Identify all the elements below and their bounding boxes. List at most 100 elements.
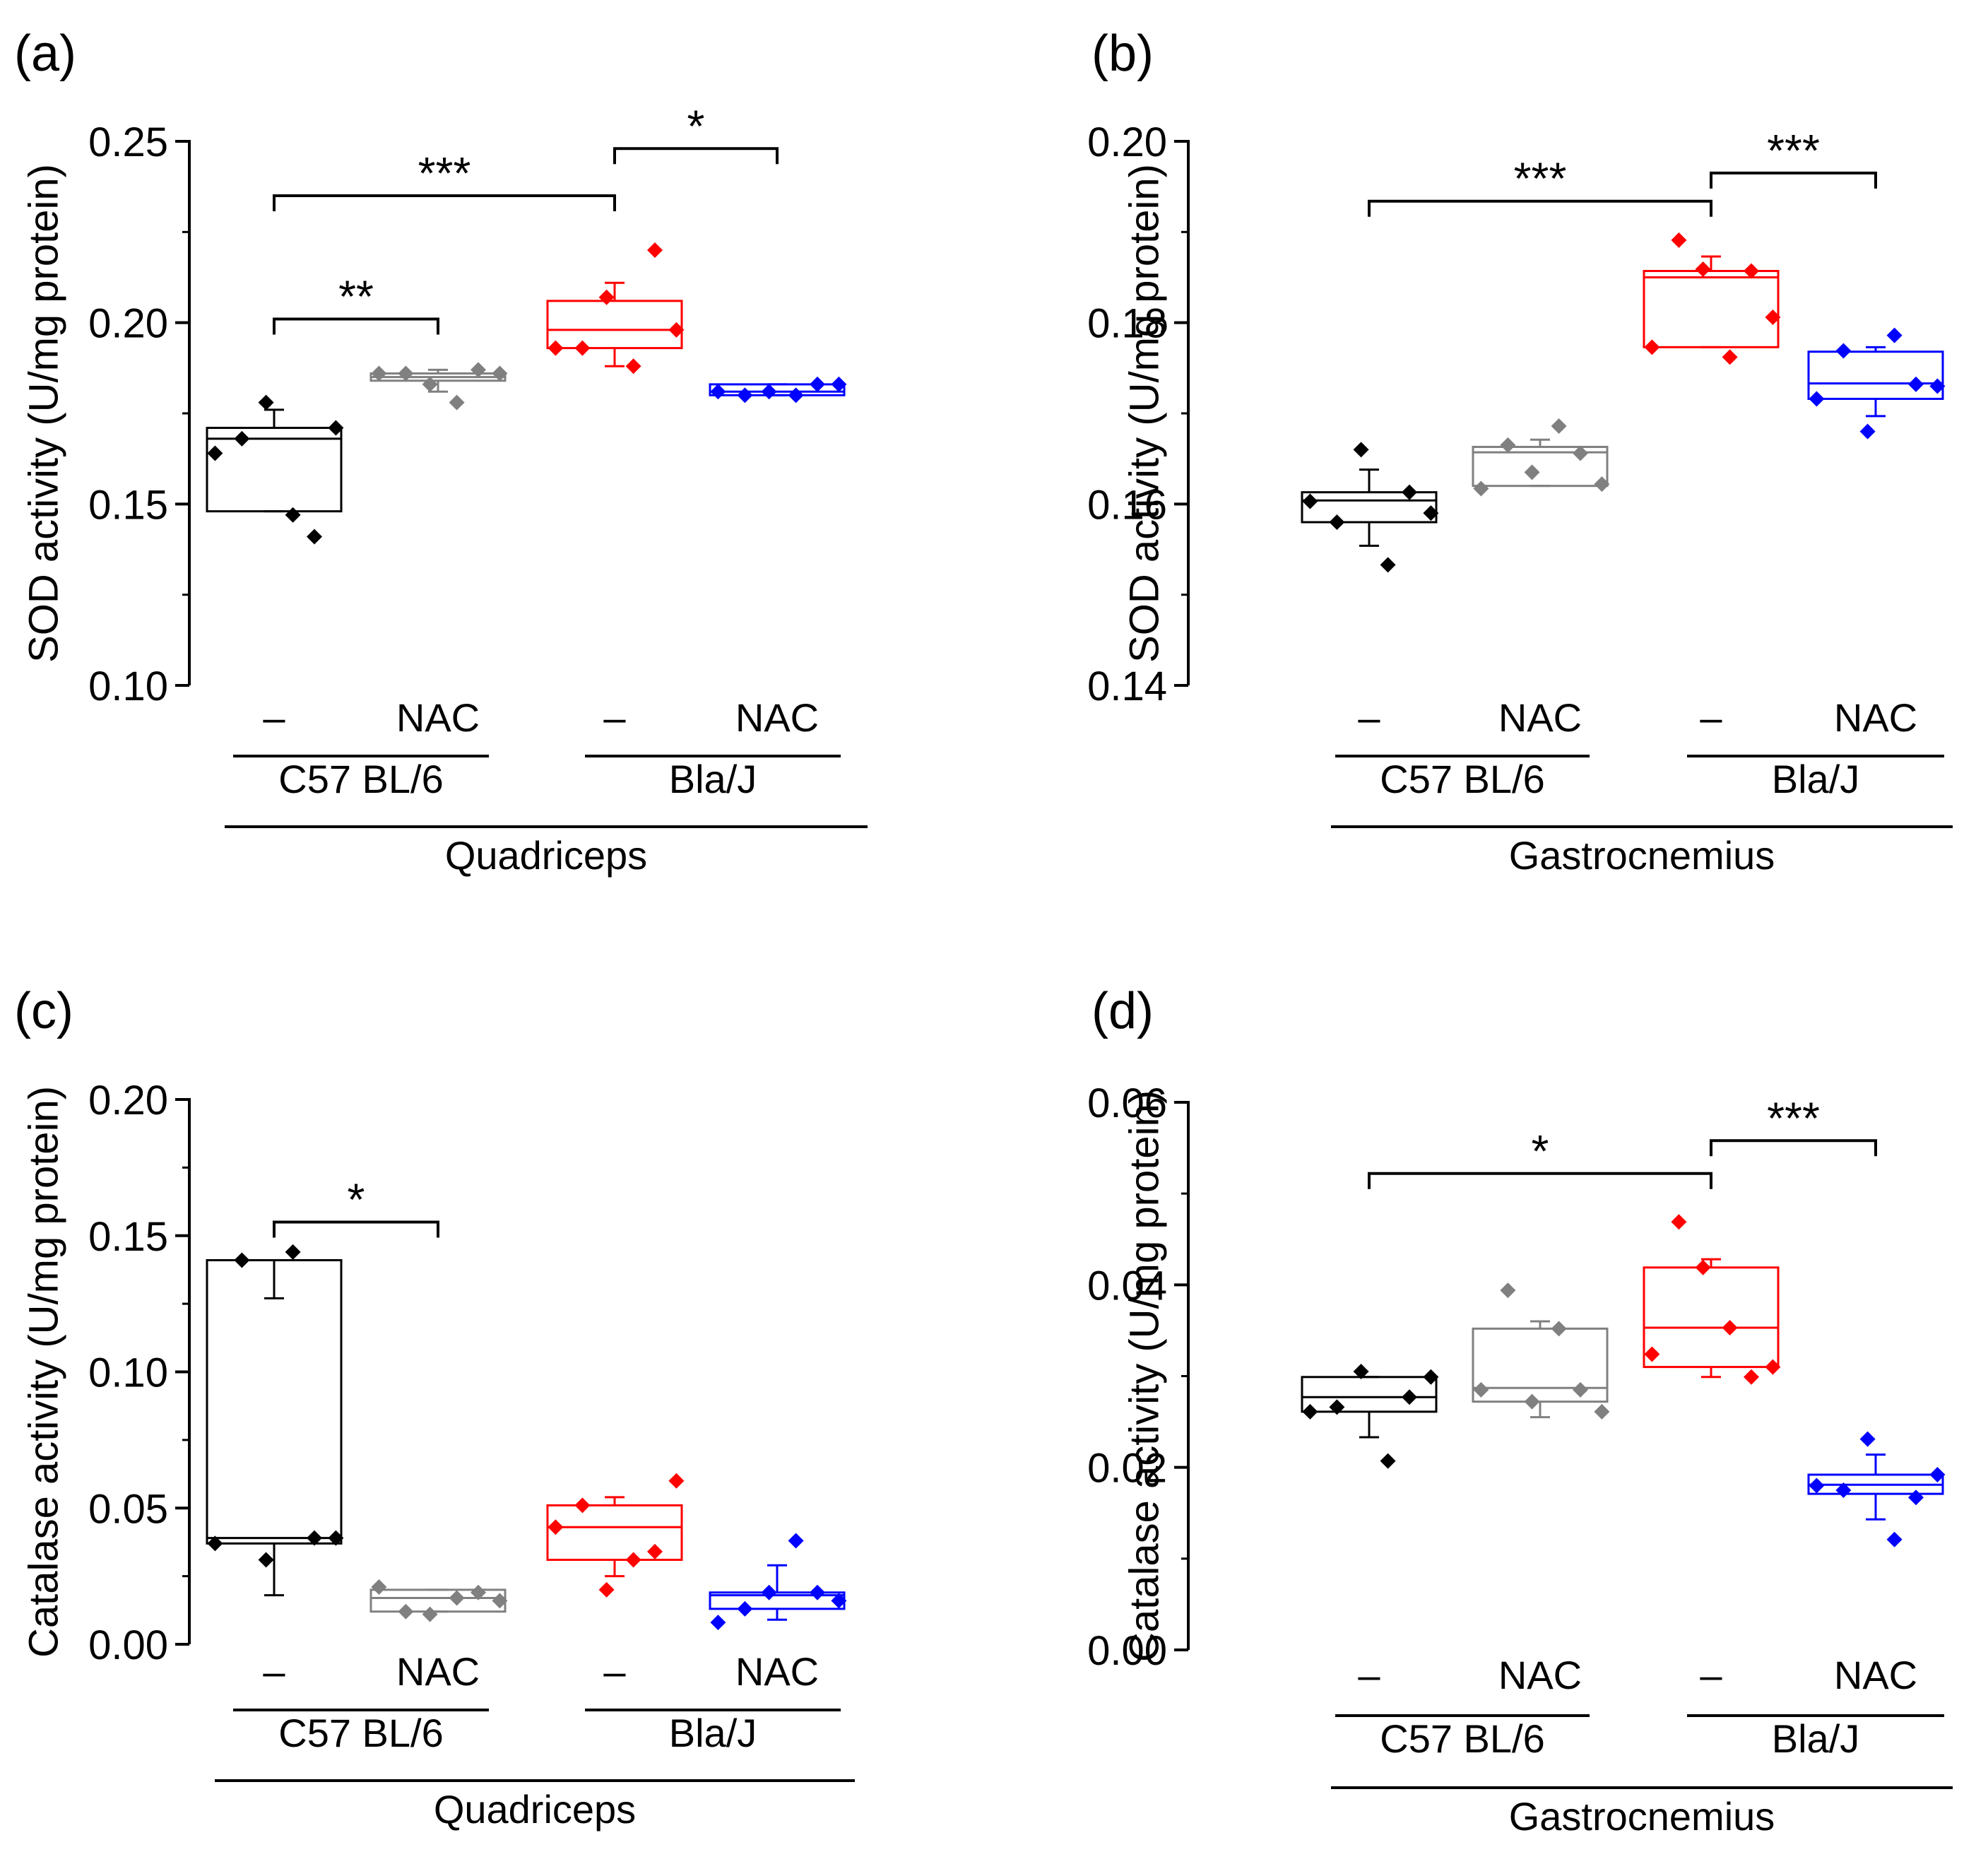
treatment-label: NAC [735,695,819,740]
strain-label: Bla/J [1772,1716,1860,1761]
data-point [307,529,322,545]
data-point [1744,263,1759,279]
data-point [737,387,753,403]
data-point [1524,464,1540,480]
significance-label: * [1532,1126,1549,1176]
box-body [1301,1376,1438,1413]
data-point [422,1606,438,1622]
treatment-label: – [603,1649,626,1694]
panel-a: (a) 0.10 0.15 0.20 0.25 SOD activity (U/mg pr… [14,25,868,878]
box-group-2 [1472,418,1610,497]
data-point [1695,261,1711,277]
data-point [1744,1369,1759,1385]
strain-label: Bla/J [669,1711,757,1755]
y-tick-label: 0.25 [88,119,168,165]
tissue-label: Quadriceps [445,833,647,878]
data-point [668,322,685,338]
data-point [1809,391,1825,407]
data-point [1929,1467,1946,1482]
data-point [422,376,438,392]
treatment-label: – [263,695,285,740]
data-point [810,376,825,392]
box-group-3 [1643,1214,1781,1385]
tissue-label: Quadriceps [434,1787,636,1832]
box-group-1 [1301,1364,1439,1469]
box-body [1643,1266,1780,1369]
significance-bracket [273,194,616,211]
data-point [1551,1321,1567,1337]
data-point [548,1519,564,1535]
tissue-label: Gastrocnemius [1509,1794,1775,1839]
strain-label: C57 BL/6 [278,757,444,801]
data-point [1886,1531,1903,1547]
data-point [1402,1389,1417,1405]
data-point [810,1584,825,1600]
data-point [1765,1359,1781,1375]
box-group-4 [709,376,847,403]
significance-bracket [273,317,439,335]
data-point [647,242,663,258]
y-tick-label: 0.20 [88,1078,168,1123]
data-point [1302,493,1318,509]
box-body [1301,491,1438,524]
data-point [1908,1490,1924,1506]
treatment-label: NAC [396,695,480,740]
strain-label: C57 BL/6 [1380,757,1545,801]
y-tick-label: 0.10 [88,663,168,709]
data-point [258,394,274,411]
data-point [1380,1453,1396,1469]
y-tick-label: 0.06 [1087,1080,1167,1126]
data-point [1594,476,1610,493]
data-point [1644,1346,1660,1362]
data-point [710,1615,726,1631]
y-tick-label: 0.20 [1087,119,1167,165]
data-point [1423,505,1439,521]
data-point [831,376,847,392]
data-point [1671,1214,1687,1230]
significance-label: * [687,100,705,151]
data-point [598,1581,615,1598]
treatment-label: NAC [735,1649,819,1694]
box-group-2 [1472,1282,1610,1420]
y-axis-label: Catalase activity (U/mg protein) [21,1086,67,1658]
strain-label: C57 BL/6 [1380,1716,1545,1761]
box-group-3 [546,1473,685,1598]
significance-label: *** [1767,1092,1820,1143]
y-tick-label: 0.14 [1087,663,1167,709]
data-point [1908,376,1924,392]
data-point [761,1584,777,1600]
data-point [449,394,465,411]
significance-bracket [1368,199,1712,217]
data-point [788,387,804,403]
data-point [1695,1259,1711,1275]
data-point [207,1535,223,1552]
data-point [737,1600,753,1617]
y-axis-label: SOD activity (U/mg protein) [1122,164,1168,663]
data-point [668,1473,685,1489]
box-group-1 [206,1244,344,1597]
panel-label: (c) [14,983,73,1039]
data-point [1329,514,1345,530]
data-point [492,365,508,382]
treatment-label: – [1700,1653,1722,1697]
data-point [1859,1431,1876,1447]
data-point [371,1579,387,1596]
data-point [234,430,250,447]
box-group-4 [1807,327,1946,440]
y-tick-label: 0.10 [88,1350,168,1396]
treatment-label: – [263,1649,285,1694]
box-body [1643,270,1780,348]
significance-bracket [1710,1139,1877,1157]
data-point [398,1603,414,1620]
significance-label: *** [418,148,471,199]
data-point [548,340,564,356]
data-point [1524,1393,1540,1410]
y-tick-label: 0.02 [1087,1446,1167,1492]
treatment-label: NAC [396,1649,480,1694]
data-point [1594,1403,1610,1420]
data-point [307,1530,322,1546]
data-point [398,365,414,382]
